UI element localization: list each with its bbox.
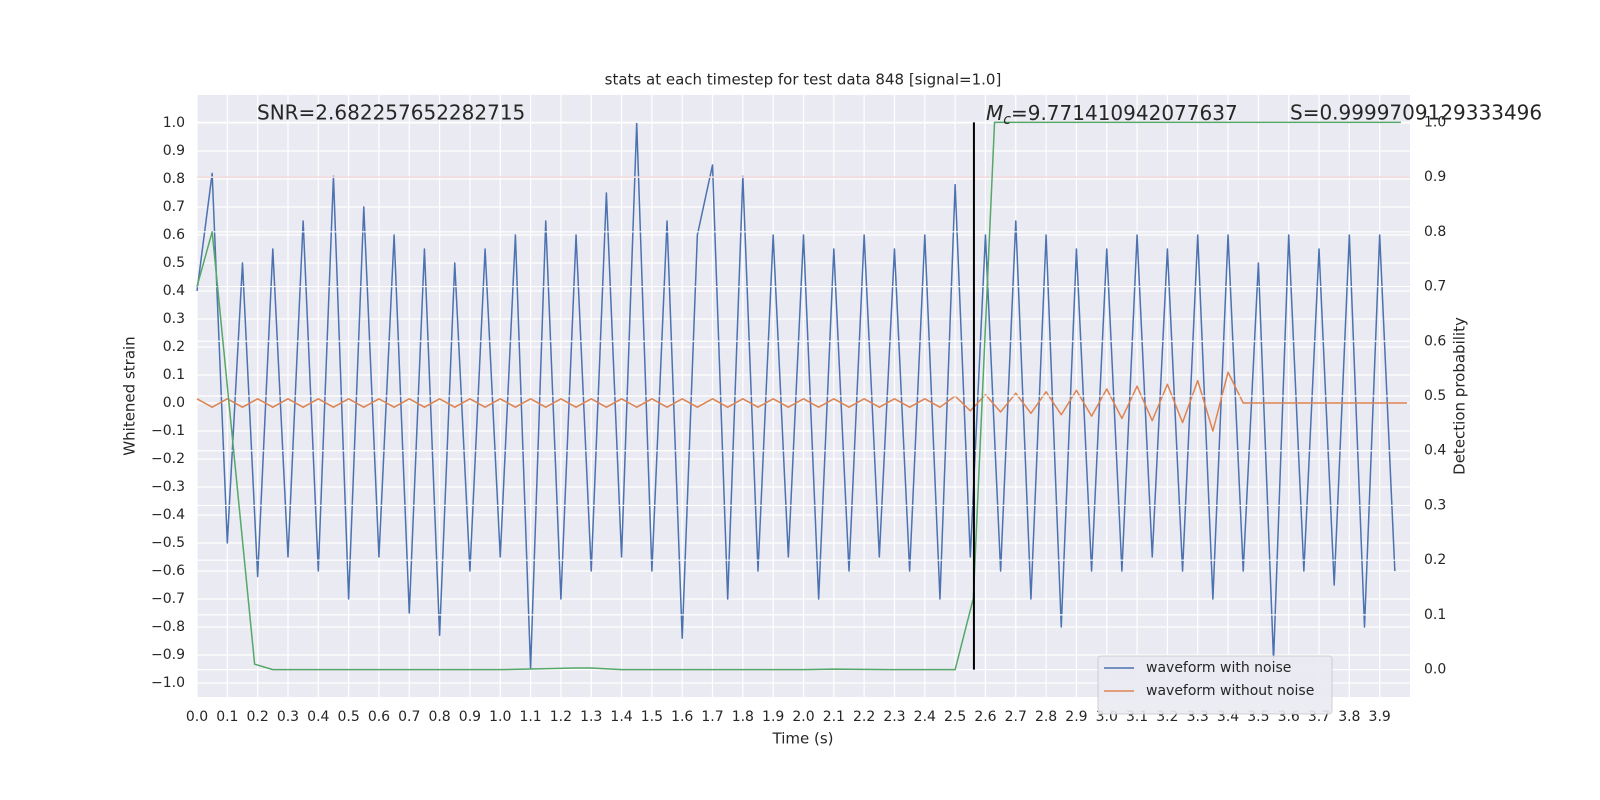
y-tick-label: 0.5 bbox=[163, 255, 185, 271]
y-tick-label: −0.6 bbox=[151, 563, 185, 579]
legend-label: waveform without noise bbox=[1146, 683, 1314, 699]
y2-tick-label: 1.0 bbox=[1424, 114, 1446, 130]
x-tick-label: 2.6 bbox=[974, 709, 996, 725]
y2-tick-label: 0.6 bbox=[1424, 333, 1446, 349]
x-tick-label: 0.6 bbox=[368, 709, 390, 725]
y2-tick-label: 0.7 bbox=[1424, 279, 1446, 295]
y-tick-label: 0.1 bbox=[163, 367, 185, 383]
chart-title: stats at each timestep for test data 848… bbox=[605, 71, 1002, 89]
y2-tick-label: 0.3 bbox=[1424, 497, 1446, 513]
x-tick-label: 0.1 bbox=[216, 709, 238, 725]
y-tick-label: −0.3 bbox=[151, 479, 185, 495]
y2-tick-label: 0.8 bbox=[1424, 224, 1446, 240]
x-tick-label: 2.0 bbox=[792, 709, 814, 725]
annotation: SNR=2.682257652282715 bbox=[257, 101, 525, 125]
y-tick-label: 0.9 bbox=[163, 143, 185, 159]
y-tick-label: −0.9 bbox=[151, 647, 185, 663]
y-axis-label: Whitened strain bbox=[121, 336, 139, 455]
x-tick-label: 0.7 bbox=[398, 709, 420, 725]
x-tick-label: 1.0 bbox=[489, 709, 511, 725]
y-tick-label: −0.5 bbox=[151, 535, 185, 551]
annotation: S=0.9999709129333496 bbox=[1290, 101, 1542, 125]
y2-tick-label: 0.0 bbox=[1424, 662, 1446, 678]
y2-tick-label: 0.9 bbox=[1424, 169, 1446, 185]
y2-tick-label: 0.5 bbox=[1424, 388, 1446, 404]
annotation-subscript: c bbox=[1003, 112, 1011, 128]
x-tick-label: 0.9 bbox=[459, 709, 481, 725]
x-tick-label: 0.8 bbox=[428, 709, 450, 725]
y-tick-label: 0.4 bbox=[163, 283, 185, 299]
y2-tick-label: 0.4 bbox=[1424, 443, 1446, 459]
x-tick-label: 3.9 bbox=[1369, 709, 1391, 725]
x-tick-label: 1.3 bbox=[580, 709, 602, 725]
series-line bbox=[196, 121, 1401, 671]
y-tick-label: −0.1 bbox=[151, 423, 185, 439]
x-tick-label: 0.5 bbox=[337, 709, 359, 725]
y-tick-label: 0.3 bbox=[163, 311, 185, 327]
y2-axis-label: Detection probability bbox=[1451, 317, 1469, 475]
annotation: Mc=9.771410942077637 bbox=[986, 101, 1238, 129]
x-tick-label: 2.9 bbox=[1065, 709, 1087, 725]
y-tick-label: −0.8 bbox=[151, 619, 185, 635]
x-axis-label: Time (s) bbox=[772, 730, 834, 748]
y2-tick-label: 0.2 bbox=[1424, 552, 1446, 568]
x-tick-label: 1.1 bbox=[519, 709, 541, 725]
series-line bbox=[196, 371, 1407, 432]
x-tick-label: 1.7 bbox=[701, 709, 723, 725]
x-tick-label: 3.8 bbox=[1338, 709, 1360, 725]
y-tick-label: 0.2 bbox=[163, 339, 185, 355]
x-tick-label: 2.1 bbox=[823, 709, 845, 725]
y-tick-label: 0.8 bbox=[163, 171, 185, 187]
x-tick-label: 1.9 bbox=[762, 709, 784, 725]
x-tick-label: 1.4 bbox=[610, 709, 632, 725]
y-tick-label: 0.7 bbox=[163, 199, 185, 215]
x-tick-label: 2.4 bbox=[914, 709, 936, 725]
annotation-symbol: M bbox=[986, 101, 1003, 125]
y-tick-label: 1.0 bbox=[163, 115, 185, 131]
legend-label: waveform with noise bbox=[1146, 660, 1291, 676]
x-tick-label: 1.2 bbox=[550, 709, 572, 725]
x-tick-label: 0.3 bbox=[277, 709, 299, 725]
x-tick-label: 2.8 bbox=[1035, 709, 1057, 725]
annotation-text: =9.771410942077637 bbox=[1011, 101, 1238, 125]
legend-box bbox=[1097, 655, 1333, 715]
y-tick-label: −0.7 bbox=[151, 591, 185, 607]
x-tick-label: 0.0 bbox=[186, 709, 208, 725]
x-tick-label: 0.2 bbox=[247, 709, 269, 725]
x-tick-label: 1.8 bbox=[732, 709, 754, 725]
x-tick-label: 2.2 bbox=[853, 709, 875, 725]
x-tick-label: 1.6 bbox=[671, 709, 693, 725]
x-tick-label: 0.4 bbox=[307, 709, 329, 725]
y-tick-label: 0.6 bbox=[163, 227, 185, 243]
y-tick-label: 0.0 bbox=[163, 395, 185, 411]
y2-tick-label: 0.1 bbox=[1424, 607, 1446, 623]
y-tick-label: −1.0 bbox=[151, 675, 185, 691]
x-tick-label: 1.5 bbox=[641, 709, 663, 725]
x-tick-label: 2.5 bbox=[944, 709, 966, 725]
x-tick-label: 2.3 bbox=[883, 709, 905, 725]
x-tick-label: 2.7 bbox=[1005, 709, 1027, 725]
y-tick-label: −0.4 bbox=[151, 507, 185, 523]
y-tick-label: −0.2 bbox=[151, 451, 185, 467]
